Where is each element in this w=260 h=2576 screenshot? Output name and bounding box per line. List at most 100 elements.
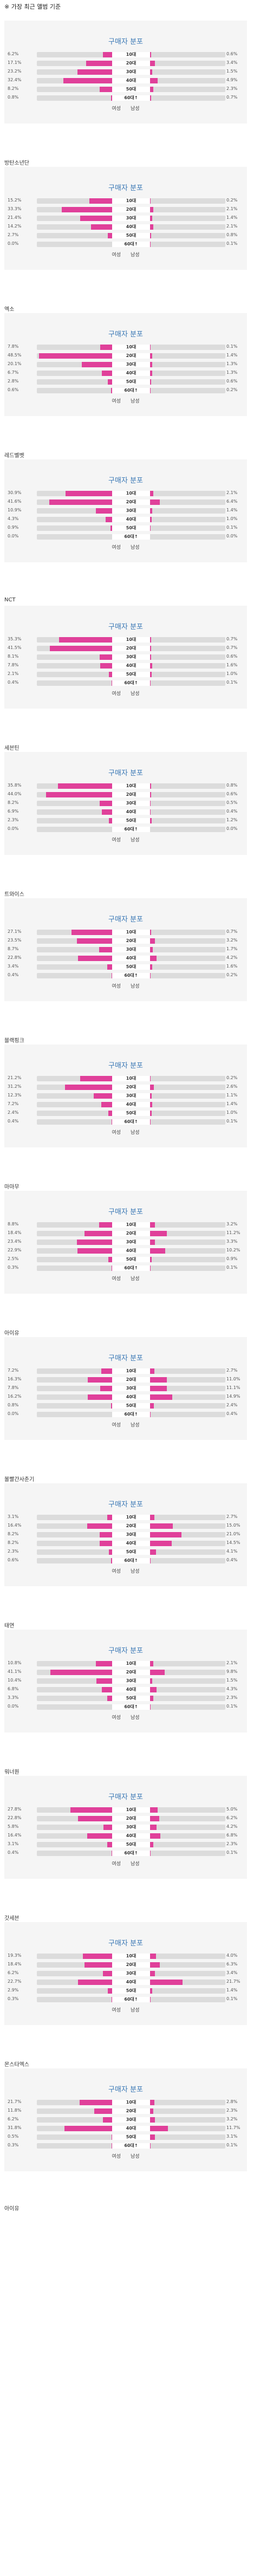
age-group-label: 50대 (112, 672, 150, 677)
bar-row: 6.2% 30대 3.2% (4, 2116, 247, 2124)
male-value-label: 2.3% (226, 1695, 238, 1700)
age-group-label: 60대↑ (112, 1119, 150, 1125)
male-value-label: 0.4% (226, 1411, 238, 1416)
age-group-label: 40대 (112, 956, 150, 961)
bar-track: 50대 (37, 818, 225, 823)
card-title: 구매자 분포 (108, 477, 143, 485)
bar-row: 0.3% 60대↑ 0.1% (4, 1995, 247, 2004)
male-value-label: 4.3% (226, 1686, 238, 1691)
male-bar (150, 1222, 155, 1228)
bar-row: 0.0% 60대↑ 0.0% (4, 533, 247, 541)
bar-row: 14.2% 40대 2.1% (4, 223, 247, 231)
age-group-label: 30대 (112, 1093, 150, 1099)
distribution-card: 구매자 분포 8.8% 10대 3.2% 18.4% 20대 11.2% 23.4% 30대 3.… (4, 1191, 247, 1294)
bar-track: 10대 (37, 2100, 225, 2105)
female-value-label: 2.4% (8, 1110, 19, 1115)
age-group-label: 10대 (112, 1076, 150, 1081)
legend-item: 남성 (131, 2154, 140, 2159)
age-group-label: 10대 (112, 1954, 150, 1959)
male-bar (150, 1257, 152, 1262)
chart-list: 구매자 분포 6.2% 10대 0.6% 17.1% 20대 3.4% 23.2% 30대 1.5… (0, 10, 260, 2204)
female-bar (64, 2126, 112, 2131)
bar-rows: 19.3% 10대 4.0% 18.4% 20대 6.3% 6.2% 30대 3.4% 22.7%… (4, 1952, 247, 2004)
bar-track: 50대 (37, 1696, 225, 1701)
female-bar (99, 947, 112, 952)
female-bar (102, 371, 112, 376)
male-value-label: 1.4% (226, 353, 238, 358)
female-value-label: 6.2% (8, 1970, 19, 1975)
bar-track: 60대↑ (37, 242, 225, 247)
bar-rows: 7.2% 10대 2.7% 16.3% 20대 11.0% 7.8% 30대 11.1% 16.2… (4, 1367, 247, 1419)
female-bar (107, 964, 112, 970)
bar-track: 50대 (37, 1257, 225, 1262)
bar-track: 50대 (37, 672, 225, 677)
male-value-label: 0.0% (226, 534, 238, 538)
female-value-label: 3.1% (8, 1841, 19, 1846)
legend: 여성 남성 (4, 982, 247, 989)
bar-track: 40대 (37, 1394, 225, 1400)
age-group-label: 10대 (112, 1807, 150, 1813)
age-group-label: 20대 (112, 207, 150, 212)
age-group-label: 40대 (112, 224, 150, 230)
bar-row: 23.2% 30대 1.5% (4, 68, 247, 76)
legend: 여성 남성 (4, 1421, 247, 1428)
bar-track: 10대 (37, 1661, 225, 1666)
female-bar (77, 956, 112, 961)
male-bar (150, 818, 152, 823)
female-value-label: 22.8% (8, 955, 22, 960)
female-value-label: 44.0% (8, 791, 22, 796)
male-value-label: 0.1% (226, 344, 238, 349)
male-value-label: 2.8% (226, 2099, 238, 2104)
legend-item: 남성 (131, 1276, 140, 1282)
male-bar (150, 1988, 152, 1994)
bar-track: 20대 (37, 1816, 225, 1821)
bar-track: 30대 (37, 1971, 225, 1976)
male-value-label: 1.2% (226, 817, 238, 822)
male-bar (150, 499, 160, 505)
male-value-label: 1.5% (226, 1678, 238, 1683)
bar-track: 40대 (37, 809, 225, 815)
bar-row: 15.2% 10대 0.2% (4, 197, 247, 205)
male-bar (150, 224, 153, 230)
male-value-label: 4.2% (226, 1824, 238, 1829)
female-value-label: 0.0% (8, 1704, 19, 1709)
male-value-label: 4.0% (226, 1953, 238, 1958)
male-value-label: 1.4% (226, 1988, 238, 1993)
age-group-label: 40대 (112, 1541, 150, 1546)
male-bar (150, 938, 155, 944)
male-value-label: 0.1% (226, 1704, 238, 1709)
female-bar (100, 345, 112, 350)
female-bar (87, 1523, 112, 1529)
bar-row: 8.2% 30대 0.5% (4, 799, 247, 808)
bar-track: 30대 (37, 801, 225, 806)
bar-track: 40대 (37, 2126, 225, 2131)
female-value-label: 19.3% (8, 1953, 22, 1958)
female-bar (111, 1558, 112, 1563)
bar-row: 6.9% 40대 0.4% (4, 808, 247, 816)
bar-track: 20대 (37, 499, 225, 505)
bar-track: 60대↑ (37, 1997, 225, 2002)
bar-track: 10대 (37, 345, 225, 350)
legend-item: 남성 (131, 691, 140, 697)
bar-row: 0.6% 60대↑ 0.2% (4, 386, 247, 395)
legend-item: 여성 (112, 2154, 121, 2159)
male-bar (150, 2126, 168, 2131)
female-value-label: 35.3% (8, 637, 22, 641)
card-title: 구매자 분포 (108, 38, 143, 46)
female-value-label: 18.4% (8, 1962, 22, 1967)
female-value-label: 17.1% (8, 60, 22, 65)
male-value-label: 1.7% (226, 946, 238, 951)
legend: 여성 남성 (4, 1860, 247, 1867)
female-bar (100, 663, 112, 669)
female-value-label: 2.8% (8, 379, 19, 384)
female-bar (76, 1240, 112, 1245)
male-bar (150, 663, 153, 669)
female-value-label: 7.8% (8, 344, 19, 349)
male-bar (150, 1240, 155, 1245)
age-group-label: 10대 (112, 345, 150, 350)
age-group-label: 30대 (112, 654, 150, 660)
age-group-label: 30대 (112, 362, 150, 367)
male-bar (150, 1971, 155, 1976)
bar-track: 10대 (37, 1076, 225, 1081)
male-bar (150, 491, 153, 496)
